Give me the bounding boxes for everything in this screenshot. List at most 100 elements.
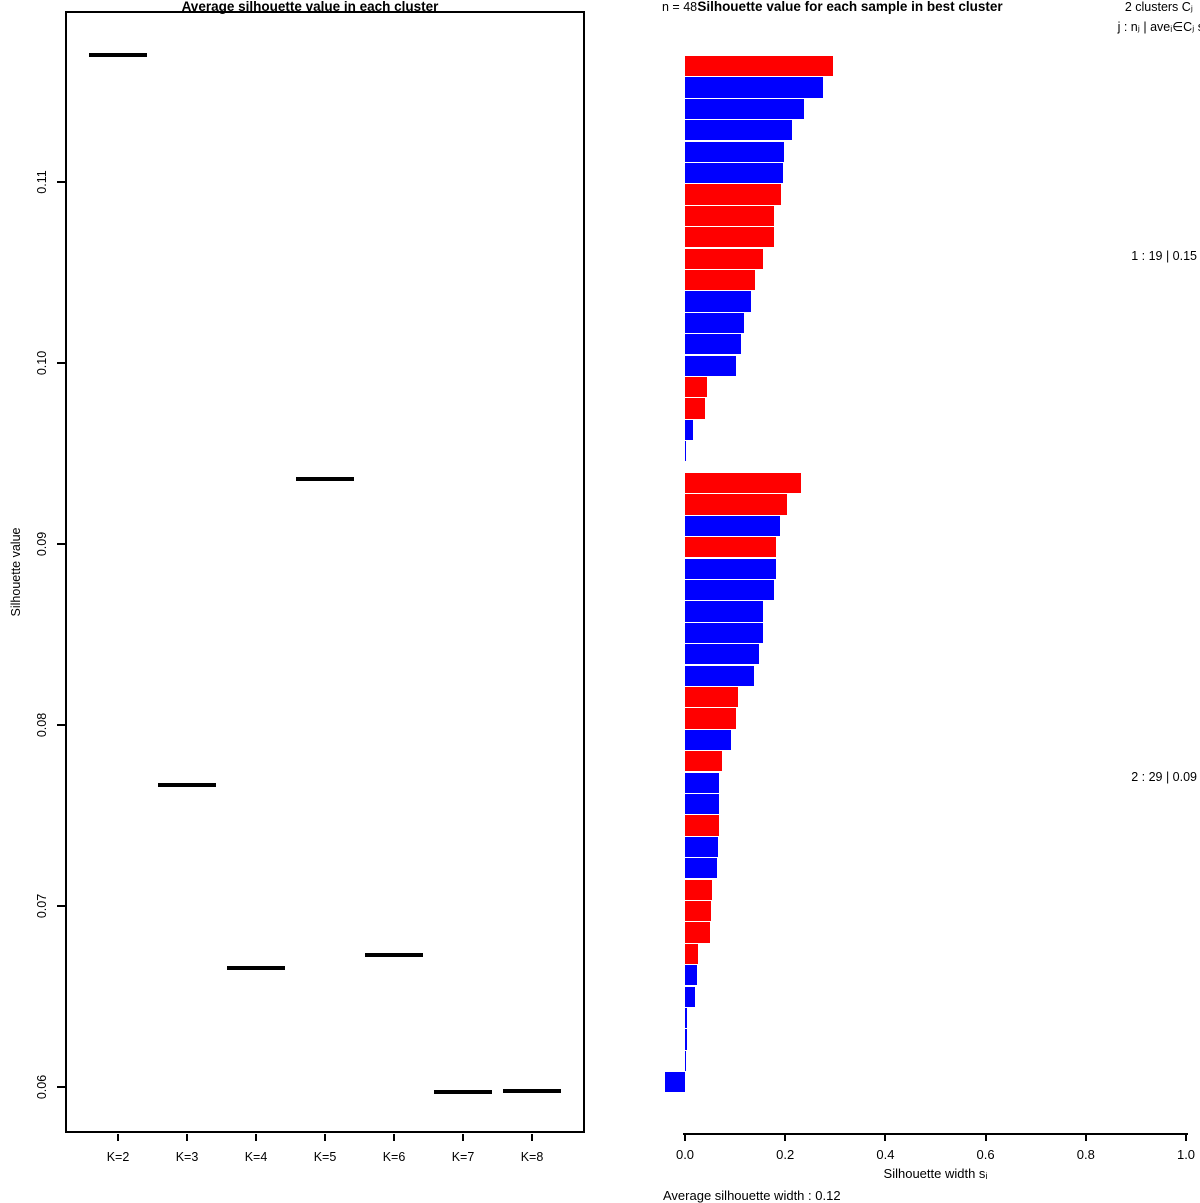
x-tick-mark <box>117 1134 119 1141</box>
y-tick-label: 0.07 <box>35 893 49 919</box>
left-plot-box <box>65 11 585 1133</box>
y-tick-label: 0.10 <box>35 350 49 376</box>
silhouette-bar <box>685 687 739 708</box>
sample-count-label: n = 48 <box>662 0 698 14</box>
x-tick-label: K=5 <box>313 1150 337 1164</box>
silhouette-bar <box>685 441 686 462</box>
silhouette-bar <box>685 1050 686 1071</box>
average-silhouette-segment <box>158 782 216 787</box>
x-tick-label: 0.8 <box>1076 1147 1095 1162</box>
silhouette-bar <box>685 986 696 1007</box>
average-silhouette-segment <box>503 1088 561 1093</box>
x-tick-mark <box>531 1134 533 1141</box>
silhouette-bar <box>685 270 756 291</box>
silhouette-bar <box>685 205 775 226</box>
y-tick-mark <box>57 181 65 183</box>
x-tick-mark <box>324 1134 326 1141</box>
silhouette-bar <box>685 184 782 205</box>
silhouette-bar <box>685 355 737 376</box>
silhouette-bar <box>685 473 802 494</box>
silhouette-bar <box>685 141 785 162</box>
silhouette-bar <box>685 227 775 248</box>
silhouette-bar <box>685 377 708 398</box>
silhouette-bar <box>685 580 775 601</box>
y-tick-mark <box>57 905 65 907</box>
x-tick-label: K=4 <box>244 1150 268 1164</box>
average-silhouette-segment <box>89 53 147 58</box>
x-tick-label: K=2 <box>106 1150 130 1164</box>
x-tick-label: K=6 <box>382 1150 406 1164</box>
x-tick-mark <box>984 1135 987 1141</box>
left-chart-title: Average silhouette value in each cluster <box>181 0 439 14</box>
silhouette-bar <box>685 729 732 750</box>
silhouette-bar <box>685 943 699 964</box>
x-tick-label: 1.0 <box>1176 1147 1196 1162</box>
silhouette-bar <box>685 879 713 900</box>
silhouette-bar <box>685 334 742 355</box>
right-chart-x-axis-label: Silhouette width sᵢ <box>883 1166 988 1181</box>
silhouette-bar <box>685 665 755 686</box>
silhouette-bar <box>685 772 720 793</box>
x-tick-mark <box>1084 1135 1087 1141</box>
y-tick-label: 0.11 <box>35 170 49 194</box>
cluster-1-summary-label: 1 : 19 | 0.15 <box>1131 249 1197 263</box>
x-tick-label: K=8 <box>520 1150 544 1164</box>
x-tick-mark <box>1185 1135 1187 1141</box>
silhouette-bar <box>685 622 764 643</box>
silhouette-bar <box>685 163 784 184</box>
x-tick-label: 0.0 <box>675 1147 695 1162</box>
average-silhouette-segment <box>296 476 354 481</box>
silhouette-bar <box>685 291 751 312</box>
silhouette-bar <box>664 1072 685 1093</box>
silhouette-bar <box>685 1008 687 1029</box>
silhouette-bar <box>685 419 693 440</box>
average-silhouette-width-note: Average silhouette width : 0.12 <box>663 1188 841 1203</box>
y-tick-mark <box>57 724 65 726</box>
silhouette-bar <box>685 515 781 536</box>
silhouette-bar <box>685 248 764 269</box>
y-tick-mark <box>57 1086 65 1088</box>
x-tick-label: 0.4 <box>876 1147 895 1162</box>
silhouette-bar <box>685 494 788 515</box>
silhouette-bar <box>685 558 777 579</box>
x-axis-line <box>683 1133 1188 1135</box>
x-tick-label: 0.6 <box>976 1147 995 1162</box>
silhouette-bar <box>685 836 719 857</box>
silhouette-bar <box>685 77 823 98</box>
silhouette-bar <box>685 901 712 922</box>
average-silhouette-segment <box>365 952 423 957</box>
x-tick-label: K=7 <box>451 1150 475 1164</box>
x-tick-label: K=3 <box>175 1150 199 1164</box>
silhouette-bar <box>685 815 720 836</box>
x-tick-mark <box>462 1134 464 1141</box>
average-silhouette-segment <box>227 965 285 970</box>
cluster-count-annotation: 2 clusters Cⱼ <box>1124 0 1193 14</box>
silhouette-bar <box>685 312 745 333</box>
silhouette-bar <box>685 644 760 665</box>
x-tick-label: 0.2 <box>776 1147 795 1162</box>
right-chart-title: Silhouette value for each sample in best… <box>697 0 1003 14</box>
silhouette-bar <box>685 120 793 141</box>
y-tick-mark <box>57 362 65 364</box>
silhouette-bar <box>685 98 805 119</box>
x-tick-mark <box>255 1134 257 1141</box>
silhouette-bar <box>685 922 711 943</box>
x-tick-mark <box>393 1134 395 1141</box>
cluster-formula-annotation: j : nⱼ | aveᵢ∈Cⱼ sᵢ <box>1117 20 1200 34</box>
silhouette-bar <box>685 858 718 879</box>
x-tick-mark <box>884 1135 887 1141</box>
y-tick-label: 0.08 <box>35 712 49 738</box>
x-tick-mark <box>784 1135 787 1141</box>
average-silhouette-segment <box>434 1090 492 1095</box>
silhouette-bar <box>685 537 777 558</box>
y-tick-label: 0.09 <box>35 531 49 557</box>
y-tick-label: 0.06 <box>35 1074 49 1100</box>
silhouette-bar <box>685 56 833 77</box>
cluster-2-summary-label: 2 : 29 | 0.09 <box>1131 770 1197 784</box>
silhouette-bar <box>685 1029 687 1050</box>
silhouette-bar <box>685 751 723 772</box>
x-tick-mark <box>684 1135 686 1141</box>
silhouette-bar <box>685 708 737 729</box>
silhouette-bar <box>685 965 698 986</box>
